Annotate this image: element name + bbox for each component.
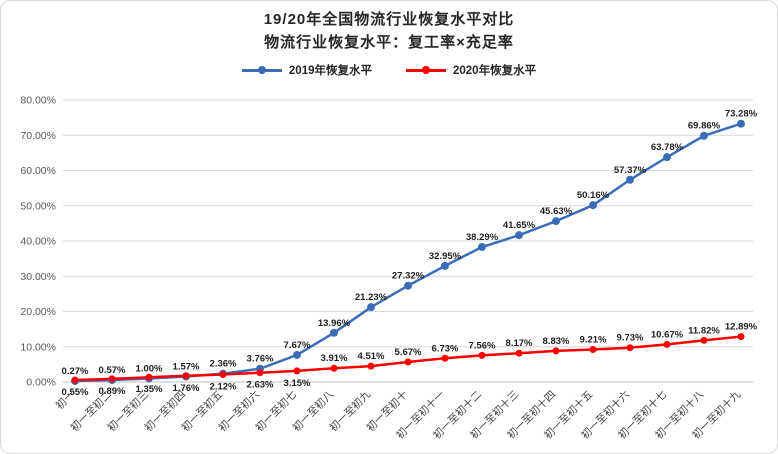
svg-text:13.96%: 13.96% [318,318,351,329]
svg-text:1.35%: 1.35% [136,384,163,395]
svg-text:60.00%: 60.00% [20,165,56,177]
svg-text:57.37%: 57.37% [614,165,647,176]
svg-text:3.91%: 3.91% [321,353,348,364]
svg-text:9.21%: 9.21% [580,335,607,346]
legend-line-marker-icon [241,66,282,75]
legend-label: 2020年恢复水平 [453,65,537,77]
svg-text:80.00%: 80.00% [20,95,56,107]
svg-text:41.65%: 41.65% [503,220,536,231]
svg-text:2.12%: 2.12% [210,382,237,393]
svg-text:50.16%: 50.16% [577,190,610,201]
svg-text:3.76%: 3.76% [247,354,274,365]
chart-legend: 2019年恢复水平 2020年恢复水平 [1,62,777,78]
svg-text:27.32%: 27.32% [392,271,425,282]
svg-text:7.67%: 7.67% [284,340,311,351]
legend-item-2019: 2019年恢复水平 [241,62,372,78]
svg-text:45.63%: 45.63% [540,206,573,217]
svg-text:6.73%: 6.73% [432,343,459,354]
svg-text:1.00%: 1.00% [136,363,163,374]
svg-text:10.67%: 10.67% [651,329,684,340]
svg-text:9.73%: 9.73% [617,333,644,344]
chart-title-block: 19/20年全国物流行业恢复水平对比 物流行业恢复水平：复工率×充足率 [1,8,777,54]
legend-line-marker-icon [406,66,446,75]
svg-text:0.57%: 0.57% [99,365,126,376]
svg-text:5.67%: 5.67% [395,347,422,358]
svg-text:7.56%: 7.56% [469,340,496,351]
svg-text:73.28%: 73.28% [725,109,758,120]
svg-text:3.15%: 3.15% [284,378,311,389]
chart-subtitle: 物流行业恢复水平：复工率×充足率 [264,34,514,51]
svg-text:63.78%: 63.78% [651,142,684,153]
svg-text:70.00%: 70.00% [20,130,56,142]
svg-text:8.83%: 8.83% [543,336,570,347]
legend-label: 2019年恢复水平 [288,65,372,77]
svg-text:1.76%: 1.76% [173,383,200,394]
svg-text:20.00%: 20.00% [20,306,56,318]
svg-text:38.29%: 38.29% [466,232,499,243]
svg-text:40.00%: 40.00% [20,236,56,248]
svg-text:30.00%: 30.00% [20,271,56,283]
svg-text:50.00%: 50.00% [20,200,56,212]
svg-text:1.57%: 1.57% [173,361,200,372]
svg-text:2.36%: 2.36% [210,359,237,370]
svg-text:10.00%: 10.00% [20,341,56,353]
svg-text:69.86%: 69.86% [688,121,721,132]
svg-text:4.51%: 4.51% [358,351,385,362]
svg-text:21.23%: 21.23% [355,292,388,303]
legend-item-2020: 2020年恢复水平 [406,62,536,78]
svg-text:0.00%: 0.00% [26,377,56,389]
svg-text:2.63%: 2.63% [247,380,274,391]
svg-text:12.89%: 12.89% [725,322,758,333]
svg-text:8.17%: 8.17% [506,338,533,349]
svg-text:0.27%: 0.27% [62,366,89,377]
svg-text:11.82%: 11.82% [688,325,720,336]
svg-text:0.89%: 0.89% [99,386,126,397]
chart-title: 19/20年全国物流行业恢复水平对比 [263,11,515,28]
svg-text:32.95%: 32.95% [429,251,462,262]
svg-text:0.55%: 0.55% [62,387,89,398]
